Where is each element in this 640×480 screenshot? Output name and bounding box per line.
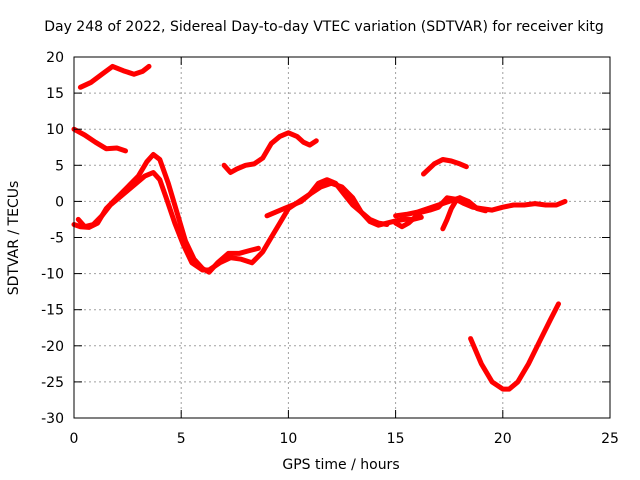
tick-labels: 0 5 10 15 20 25 -30 -25 -20 -15 -10 -5 0 5 10 15 20 bbox=[41, 50, 619, 447]
series-line-8 bbox=[393, 195, 489, 219]
x-tick-label: 10 bbox=[279, 431, 297, 447]
series-group bbox=[71, 63, 568, 392]
chart-title: Day 248 of 2022, Sidereal Day-to-day VTE… bbox=[44, 19, 604, 35]
y-tick-label: -10 bbox=[41, 267, 64, 283]
series-line-7 bbox=[393, 195, 568, 230]
x-tick-label: 15 bbox=[387, 431, 405, 447]
x-tick-label: 0 bbox=[70, 431, 79, 447]
series-line-11 bbox=[468, 301, 561, 392]
ticks bbox=[73, 56, 611, 419]
y-tick-label: 10 bbox=[46, 122, 64, 138]
x-tick-label: 5 bbox=[177, 431, 186, 447]
series-line-10 bbox=[440, 195, 463, 232]
y-tick-label: 20 bbox=[46, 50, 64, 66]
series-line-6 bbox=[264, 177, 390, 227]
y-tick-label: 5 bbox=[55, 158, 64, 174]
series-line-9 bbox=[421, 157, 469, 177]
series-line-1 bbox=[77, 63, 152, 90]
series-line-5 bbox=[221, 130, 319, 175]
y-axis-label: SDTVAR / TECUs bbox=[6, 181, 22, 296]
x-tick-label: 20 bbox=[494, 431, 512, 447]
y-tick-label: -30 bbox=[41, 411, 64, 427]
y-tick-label: 0 bbox=[55, 194, 64, 210]
x-tick-label: 25 bbox=[601, 431, 619, 447]
x-axis-label: GPS time / hours bbox=[282, 457, 399, 473]
series-line-2 bbox=[71, 126, 128, 154]
y-tick-label: -15 bbox=[41, 303, 64, 319]
y-tick-label: 15 bbox=[46, 86, 64, 102]
y-tick-label: -20 bbox=[41, 339, 64, 355]
y-tick-label: -25 bbox=[41, 375, 64, 391]
y-tick-label: -5 bbox=[50, 231, 64, 247]
